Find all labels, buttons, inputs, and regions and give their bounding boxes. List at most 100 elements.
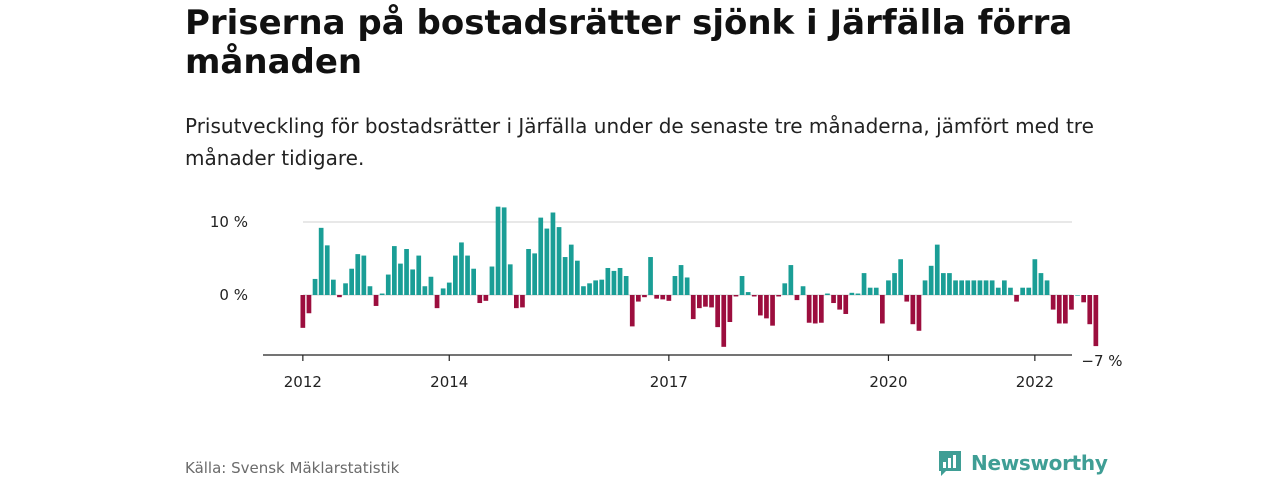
- bar: [404, 249, 409, 295]
- bar: [373, 295, 379, 306]
- bar: [965, 280, 971, 295]
- bar: [904, 295, 910, 302]
- bar: [788, 265, 794, 295]
- y-tick-label: 10 %: [210, 213, 248, 231]
- bar: [1081, 295, 1086, 303]
- bar: [776, 295, 781, 297]
- bar: [593, 280, 598, 295]
- bar: [697, 295, 702, 309]
- bar: [928, 265, 934, 295]
- bar: [934, 244, 940, 295]
- bar: [562, 257, 568, 295]
- bar: [953, 280, 958, 295]
- bar: [556, 227, 562, 295]
- bar: [922, 280, 928, 295]
- bar: [1050, 295, 1056, 310]
- bar: [526, 249, 531, 295]
- bar: [672, 276, 678, 295]
- bar: [1093, 295, 1099, 347]
- bar: [648, 257, 653, 295]
- bar: [581, 286, 586, 295]
- bar: [751, 295, 757, 297]
- bar: [611, 270, 617, 295]
- bar: [349, 268, 354, 295]
- bar: [1056, 295, 1062, 324]
- bar: [532, 253, 537, 295]
- bar: [440, 288, 446, 295]
- bar: [971, 280, 977, 295]
- bar: [721, 295, 727, 347]
- bar: [501, 207, 507, 295]
- bar: [471, 268, 476, 295]
- bar: [703, 295, 708, 307]
- bar: [495, 206, 501, 295]
- bar: [800, 286, 806, 295]
- bar: [483, 295, 489, 301]
- bar: [886, 280, 891, 295]
- bar: [1075, 295, 1080, 296]
- bar: [416, 255, 422, 295]
- newsworthy-logo-icon: [939, 451, 961, 476]
- bar: [599, 279, 605, 295]
- bar: [300, 295, 306, 328]
- bar: [983, 280, 989, 295]
- bar: [880, 295, 885, 324]
- y-tick-label: 0 %: [219, 286, 248, 304]
- bar: [843, 295, 849, 314]
- bar: [739, 276, 745, 295]
- bar: [1026, 287, 1032, 295]
- bar: [1008, 287, 1013, 295]
- bar: [849, 292, 855, 295]
- x-tick-label: 2017: [650, 373, 688, 391]
- bar: [770, 295, 775, 326]
- bar: [428, 276, 434, 295]
- bar: [337, 295, 342, 298]
- bar: [318, 227, 324, 295]
- bar: [306, 295, 312, 314]
- bar: [758, 295, 763, 316]
- bar: [812, 295, 818, 324]
- bar: [690, 295, 696, 320]
- bar: [1014, 295, 1019, 302]
- bar: [642, 295, 647, 298]
- bar: [367, 286, 373, 295]
- bar: [331, 279, 336, 295]
- bar: [1069, 295, 1074, 310]
- bar: [684, 277, 690, 295]
- bar: [782, 283, 788, 295]
- bar: [947, 273, 952, 295]
- bar: [392, 246, 397, 295]
- bar: [898, 259, 903, 295]
- bar-chart: 10 % 0 % 2012 2014 2017 2020 2022 −7 %: [210, 206, 1123, 391]
- bar: [660, 295, 666, 300]
- bar: [989, 280, 995, 295]
- chart-subtitle: Prisutveckling för bostadsrätter i Järfä…: [185, 114, 1094, 170]
- bar: [837, 295, 842, 310]
- bar: [806, 295, 812, 323]
- x-tick-label: 2022: [1016, 373, 1054, 391]
- bar: [422, 286, 428, 295]
- bar: [1063, 295, 1068, 324]
- bar: [1032, 259, 1038, 295]
- bar: [361, 255, 367, 295]
- bar: [654, 295, 659, 299]
- bar: [959, 280, 964, 295]
- x-tick-label: 2020: [869, 373, 907, 391]
- source-note: Källa: Svensk Mäklarstatistik: [185, 459, 400, 477]
- bar: [855, 293, 861, 295]
- bar: [538, 217, 544, 295]
- bar: [825, 293, 830, 295]
- bar: [324, 245, 330, 295]
- brand-logo: Newsworthy: [937, 449, 1108, 477]
- bar: [916, 295, 922, 331]
- bar: [666, 295, 672, 301]
- bar: [575, 260, 580, 295]
- bar: [636, 295, 641, 302]
- bar: [819, 295, 824, 323]
- bar: [459, 242, 464, 295]
- bar: [629, 295, 635, 327]
- bar: [617, 267, 623, 295]
- bar: [385, 274, 391, 295]
- x-tick-label: 2014: [430, 373, 468, 391]
- bar: [623, 276, 629, 295]
